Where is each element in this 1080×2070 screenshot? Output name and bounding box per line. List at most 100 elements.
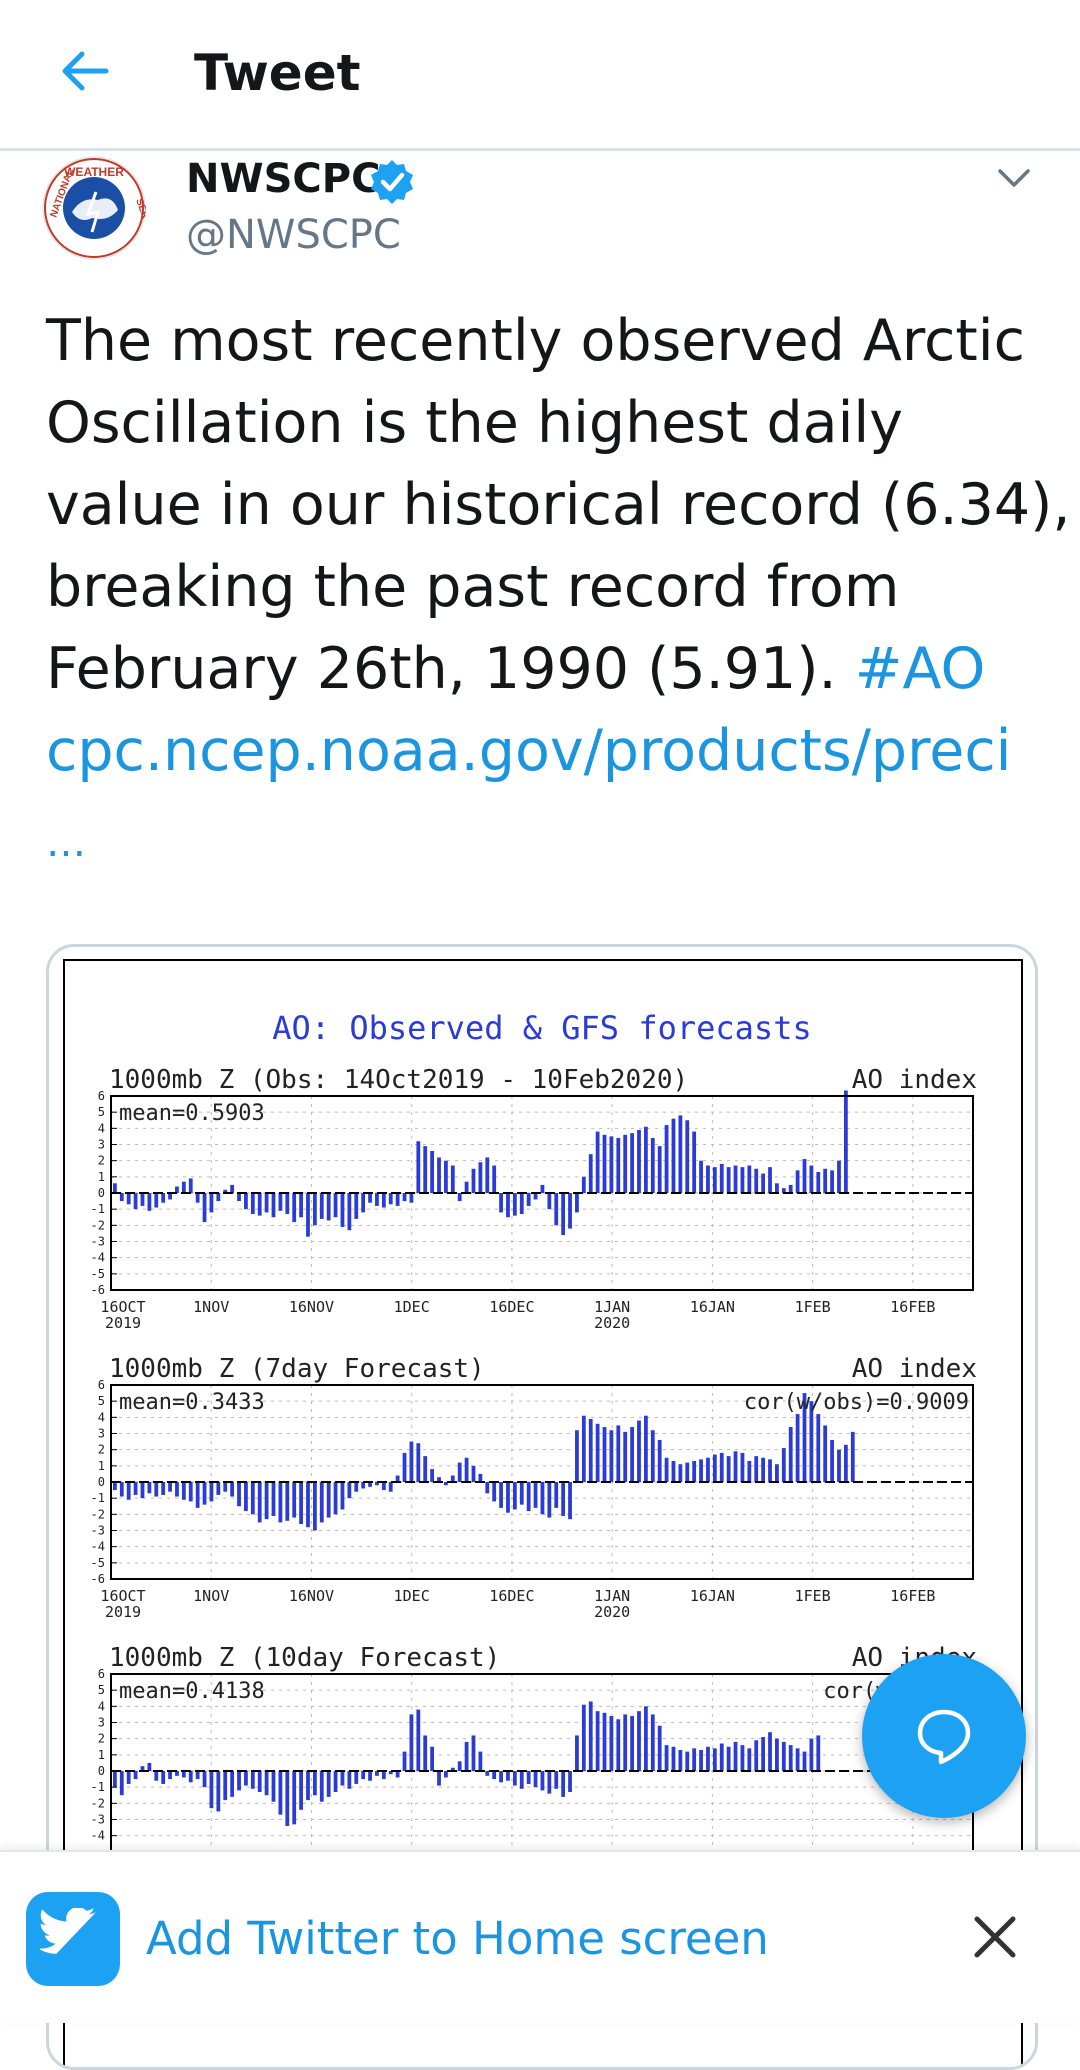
bar — [795, 1748, 800, 1771]
bar — [602, 1712, 607, 1771]
chart-svg-observed: 1000mb Z (Obs: 14Oct2019 - 10Feb2020) AO … — [91, 1065, 977, 1332]
bar — [326, 1482, 331, 1518]
y-tick-label: 1 — [98, 1170, 105, 1184]
url-link[interactable]: cpc.ncep.noaa.gov/products/preci — [46, 718, 1012, 784]
bar — [457, 1462, 462, 1482]
y-tick-label: 0 — [98, 1764, 105, 1778]
y-tick-label: -2 — [91, 1796, 105, 1810]
bar — [340, 1193, 345, 1227]
bar — [623, 1134, 628, 1193]
top-bar: Tweet — [0, 0, 1080, 151]
bar — [733, 1165, 738, 1193]
bar — [609, 1716, 614, 1771]
bar — [630, 1133, 634, 1193]
avatar[interactable]: WEATHER NATIONAL SERVICE — [42, 156, 146, 260]
y-tick-label: -4 — [91, 1540, 105, 1554]
bar — [223, 1189, 228, 1193]
bar — [119, 1482, 124, 1497]
show-more-ellipsis[interactable]: … — [46, 820, 88, 866]
x-tick-label: 1FEB — [795, 1587, 831, 1605]
bar — [402, 1193, 407, 1202]
y-tick-label: -1 — [91, 1780, 105, 1794]
bar — [692, 1460, 697, 1482]
bar — [423, 1735, 428, 1771]
y-tick-label: 1 — [98, 1748, 105, 1762]
avatar-top-text: WEATHER — [64, 165, 124, 179]
arrow-left-icon[interactable] — [56, 42, 114, 100]
bar — [575, 1430, 579, 1482]
x-tick-year-label: 2020 — [594, 1314, 630, 1332]
bar — [685, 1462, 690, 1482]
bar — [423, 1456, 428, 1482]
bar — [361, 1771, 366, 1780]
x-tick-label: 1DEC — [394, 1587, 430, 1605]
add-to-home-text[interactable]: Add Twitter to Home screen — [146, 1912, 769, 1965]
bar — [595, 1711, 600, 1771]
bar — [809, 1401, 814, 1482]
display-name[interactable]: NWSCPC — [186, 156, 381, 202]
bar — [802, 1751, 807, 1771]
hashtag-link[interactable]: #AO — [854, 636, 986, 702]
bar — [623, 1714, 628, 1771]
bar — [706, 1457, 710, 1482]
x-tick-label: 1JAN — [594, 1298, 630, 1316]
bar — [768, 1167, 772, 1193]
bar — [478, 1751, 483, 1771]
bar — [643, 1415, 648, 1482]
bar — [209, 1771, 214, 1809]
reply-fab-button[interactable] — [862, 1654, 1026, 1818]
panel-subtitle: 1000mb Z (7day Forecast) — [109, 1354, 485, 1384]
tweet-line: Oscillation is the highest daily — [46, 390, 903, 456]
bar — [161, 1193, 166, 1203]
bar — [506, 1482, 510, 1513]
bar — [595, 1131, 600, 1193]
bar — [444, 1771, 448, 1778]
bar — [147, 1193, 152, 1211]
bar — [395, 1193, 400, 1206]
bar — [692, 1748, 697, 1771]
x-tick-label: 16FEB — [890, 1298, 935, 1316]
bar — [181, 1482, 186, 1500]
bar — [588, 1154, 593, 1193]
bar — [223, 1482, 228, 1492]
panel-subtitle: 1000mb Z (10day Forecast) — [109, 1643, 500, 1673]
bar — [264, 1193, 269, 1213]
tweet-line-with-hashtag: February 26th, 1990 (5.91). #AO — [46, 628, 1056, 710]
bar — [216, 1771, 221, 1812]
bar — [761, 1457, 766, 1482]
bar — [230, 1771, 235, 1797]
bar — [368, 1771, 372, 1781]
bar — [375, 1482, 379, 1486]
bar — [547, 1482, 552, 1518]
bar — [444, 1482, 448, 1486]
bar — [630, 1427, 634, 1482]
y-tick-label: 3 — [98, 1427, 105, 1441]
bar — [388, 1193, 393, 1205]
bar — [685, 1751, 690, 1771]
bar — [347, 1482, 352, 1499]
bar — [519, 1193, 524, 1215]
bar — [712, 1454, 717, 1482]
bar — [699, 1749, 703, 1771]
bar — [368, 1193, 372, 1203]
bar — [485, 1157, 490, 1193]
twitter-bird-icon[interactable] — [26, 1892, 120, 1986]
bar — [678, 1115, 683, 1193]
page-title: Tweet — [194, 44, 361, 102]
bar — [181, 1181, 186, 1193]
bar — [802, 1159, 807, 1193]
close-x-icon[interactable] — [972, 1914, 1018, 1960]
bar — [388, 1771, 393, 1775]
y-tick-label: 1 — [98, 1459, 105, 1473]
bar — [581, 1415, 586, 1482]
bar — [361, 1482, 366, 1489]
panel-right-label: AO index — [852, 1065, 977, 1095]
bar — [506, 1193, 510, 1218]
bar — [595, 1423, 600, 1482]
bar — [230, 1482, 235, 1497]
chevron-down-icon[interactable] — [994, 158, 1034, 198]
bar — [271, 1771, 276, 1802]
bar — [761, 1737, 766, 1771]
panel-subtitle: 1000mb Z (Obs: 14Oct2019 - 10Feb2020) — [109, 1065, 688, 1095]
bar — [237, 1193, 241, 1202]
